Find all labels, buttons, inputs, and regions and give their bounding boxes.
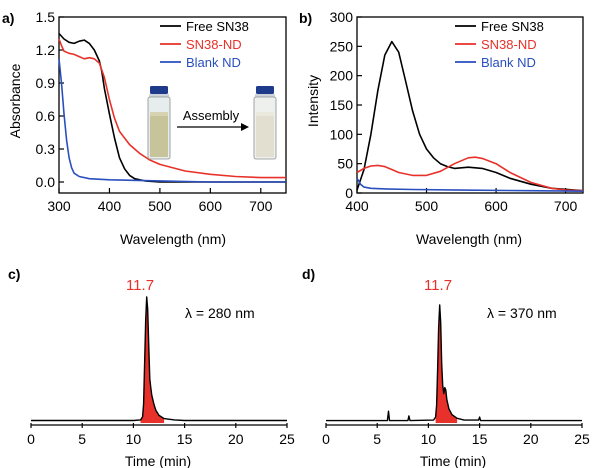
x-tick-label-c-25: 25	[279, 431, 295, 447]
y-tick-label-b-3: 150	[330, 97, 354, 113]
ticks-d: 0 5 10 15 20 25	[322, 423, 590, 447]
chromatogram-line-c	[31, 296, 287, 422]
legend-label-blank-nd-b: Blank ND	[481, 55, 536, 70]
x-tick-label-d-25: 25	[574, 431, 590, 447]
series-line-a-blank-nd	[58, 58, 286, 183]
legend-label-free-sn38: Free SN38	[186, 19, 249, 34]
legend-label-sn38-nd: SN38-ND	[186, 37, 242, 52]
x-tick-label-b-400: 400	[345, 198, 369, 214]
x-tick-label-a-500: 500	[148, 198, 172, 214]
y-tick-label-a-1: 0.3	[36, 141, 56, 157]
x-tick-label-b-600: 600	[484, 198, 508, 214]
x-tick-label-c-0: 0	[27, 431, 35, 447]
y-tick-label-a-4: 1.2	[36, 42, 56, 58]
x-tick-label-a-400: 400	[98, 198, 122, 214]
x-tick-label-d-10: 10	[421, 431, 437, 447]
panel-c: c) Time (min) λ = 280 nm 11.7 0 5 10 15 20 25	[8, 266, 295, 468]
vial-before	[147, 86, 171, 160]
x-tick-label-a-600: 600	[199, 198, 223, 214]
x-tick-label-b-500: 500	[415, 198, 439, 214]
ticks-b: 400 500 600 700 0 50 100 150 200 250 300	[330, 9, 578, 214]
chromatogram-line-d	[326, 304, 582, 422]
panel-label-a: a)	[2, 10, 14, 26]
panel-label-b: b)	[299, 10, 312, 26]
panel-label-c: c)	[8, 266, 20, 282]
ylabel-a: Absorbance	[7, 63, 23, 138]
series-d	[326, 304, 582, 423]
peak-area-c	[140, 297, 165, 423]
assembly-label: Assembly	[183, 108, 240, 123]
x-tick-label-d-5: 5	[373, 431, 381, 447]
panel-a: a) Absorbance Wavelength (nm) 300 400 500 6…	[2, 9, 287, 247]
y-tick-label-a-5: 1.5	[36, 9, 56, 25]
series-line-b-blank-nd	[356, 177, 584, 192]
y-tick-label-a-3: 0.9	[36, 75, 56, 91]
legend-label-blank-nd: Blank ND	[186, 55, 241, 70]
panel-b: b) Intensity Wavelength (nm) 400 500 600 70…	[299, 9, 584, 247]
xlabel-d: Time (min)	[420, 453, 486, 468]
series-b	[356, 40, 584, 192]
y-tick-label-b-0: 0	[345, 185, 353, 201]
y-tick-label-b-5: 250	[330, 38, 354, 54]
ticks-a: 300 400 500 600 700 0.0 0.3 0.6 0.9 1.2 1.5	[36, 9, 273, 214]
xlabel-a: Wavelength (nm)	[120, 231, 226, 247]
plot-frame-a	[58, 16, 287, 194]
series-line-a-sn38-nd	[58, 38, 286, 179]
x-tick-label-d-0: 0	[322, 431, 330, 447]
peak-label-c: 11.7	[126, 277, 154, 294]
x-tick-label-a-300: 300	[47, 198, 71, 214]
legend-a: Free SN38 SN38-ND Blank ND	[160, 19, 249, 70]
y-tick-label-a-0: 0.0	[36, 174, 56, 190]
series-line-b-sn38-nd	[356, 156, 584, 192]
series-line-a-free-sn38	[58, 32, 286, 183]
y-tick-label-b-4: 200	[330, 68, 354, 84]
y-tick-label-b-1: 50	[337, 156, 353, 172]
legend-label-free-sn38-b: Free SN38	[481, 19, 544, 34]
panel-d: d) Time (min) λ = 370 nm 11.7 0 5 10 15 20 25	[302, 266, 590, 468]
y-tick-label-a-2: 0.6	[36, 108, 56, 124]
ticks-c: 0 5 10 15 20 25	[27, 423, 295, 447]
y-tick-label-b-2: 100	[330, 126, 354, 142]
x-tick-label-d-20: 20	[523, 431, 539, 447]
assembly-arrowhead	[241, 123, 249, 131]
series-c	[31, 296, 287, 423]
vial-inset: Assembly	[147, 86, 277, 160]
legend-label-sn38-nd-b: SN38-ND	[481, 37, 537, 52]
x-tick-label-c-15: 15	[177, 431, 193, 447]
y-tick-label-b-6: 300	[330, 9, 354, 25]
vial-after	[253, 86, 277, 160]
panel-label-d: d)	[302, 266, 315, 282]
ylabel-b: Intensity	[305, 75, 321, 127]
peak-label-d: 11.7	[424, 277, 452, 294]
x-tick-label-d-15: 15	[472, 431, 488, 447]
x-tick-label-c-20: 20	[228, 431, 244, 447]
series-line-b-free-sn38	[356, 40, 584, 192]
annotation-d: λ = 370 nm	[487, 305, 557, 321]
x-tick-label-c-10: 10	[126, 431, 142, 447]
xlabel-b: Wavelength (nm)	[416, 231, 522, 247]
series-a	[58, 32, 286, 183]
annotation-c: λ = 280 nm	[185, 305, 255, 321]
x-tick-label-c-5: 5	[78, 431, 86, 447]
xlabel-c: Time (min)	[125, 453, 191, 468]
x-tick-label-b-700: 700	[554, 198, 578, 214]
x-tick-label-a-700: 700	[249, 198, 273, 214]
legend-b: Free SN38 SN38-ND Blank ND	[455, 19, 544, 70]
